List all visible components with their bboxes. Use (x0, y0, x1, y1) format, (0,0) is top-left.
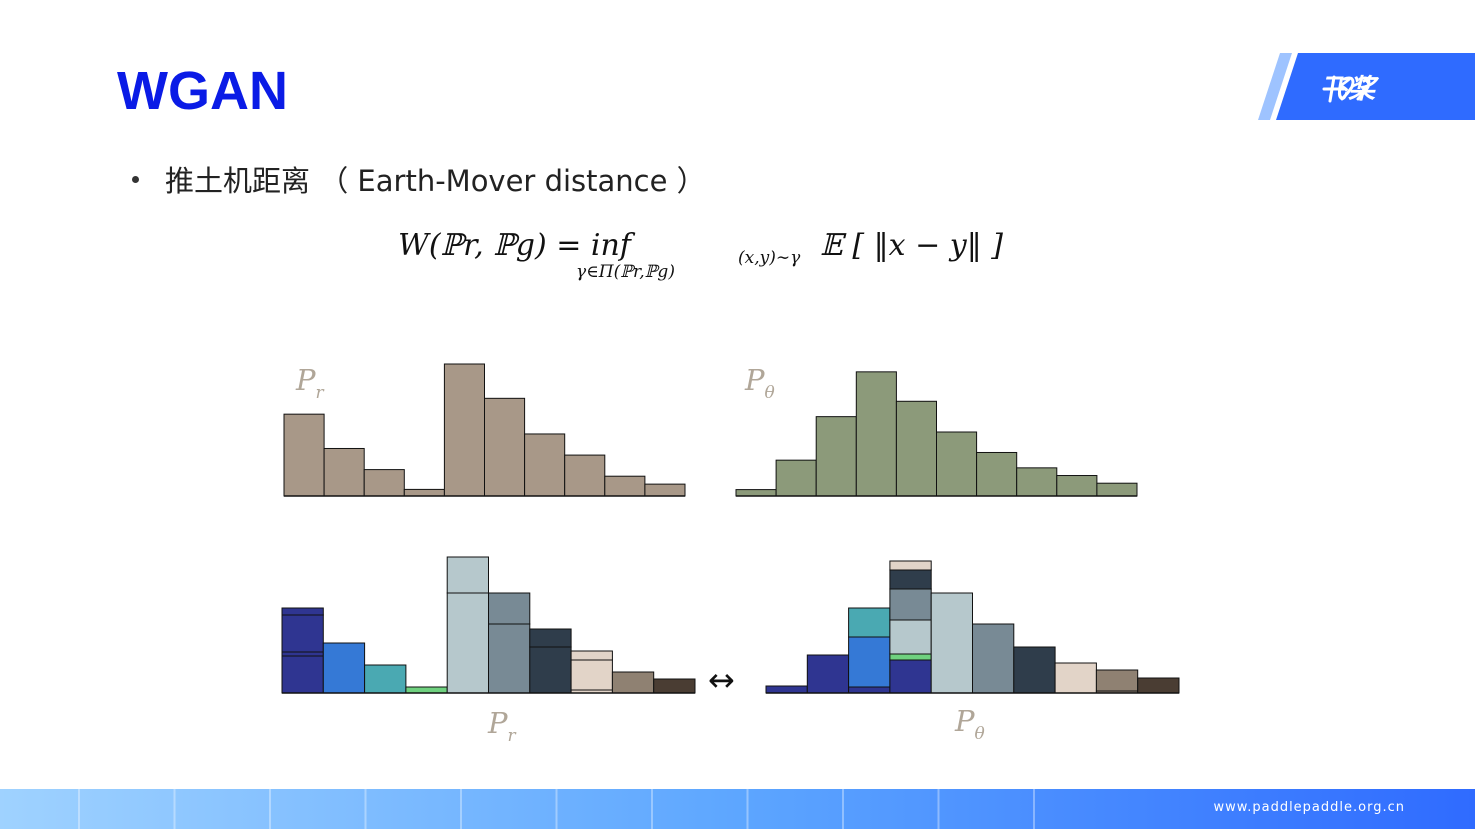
bullet-item: 推土机距离 （ Earth-Mover distance ） (132, 158, 706, 200)
pr-transport-segment (446, 592, 490, 694)
transport-arrow-icon: ↔ (708, 661, 735, 699)
bottom-left-label: Pr (487, 706, 517, 746)
ptheta-bar (936, 431, 978, 497)
ptheta-bar (1016, 467, 1058, 497)
footer-separator (746, 789, 749, 829)
ptheta-transport-segment (806, 654, 850, 694)
pr-bar (283, 413, 325, 497)
ptheta-bar (815, 416, 857, 497)
ptheta-transport-segment (1095, 669, 1139, 692)
pr-transport-segment (281, 607, 324, 616)
footer-separator (78, 789, 80, 829)
ptheta-bar (775, 459, 817, 497)
pr-transport-segment (281, 614, 324, 653)
top-left-label-sub: r (316, 383, 325, 403)
ptheta-bar (895, 400, 938, 497)
pr-bar (443, 363, 485, 497)
pr-transport-segment (570, 659, 613, 691)
pr-transport-segment (281, 655, 324, 694)
slide-title: WGAN (117, 61, 288, 121)
wasserstein-formula: W(ℙr, ℙg) = inf γ∈Π(ℙr,ℙg) 𝔼 [ ‖x − y‖ ]… (398, 226, 1003, 296)
ptheta-bar (976, 451, 1018, 497)
bottom-right-label: Pθ (954, 704, 985, 744)
ptheta-transport-segment (889, 560, 932, 571)
pr-bar (604, 475, 646, 497)
pr-transport-segment (405, 686, 448, 694)
formula-main: W(ℙr, ℙg) = inf (398, 228, 631, 263)
footer-bar (0, 789, 1475, 829)
formula-expectation: 𝔼 [ ‖x − y‖ ] (820, 228, 1003, 263)
footer-separator (651, 789, 653, 829)
logo: 飞桨 (1258, 53, 1475, 120)
footer-url: www.paddlepaddle.org.cn (1213, 800, 1405, 815)
footer-separator (555, 789, 558, 829)
ptheta-transport-segment (972, 623, 1015, 694)
formula-inf-subscript: γ∈Π(ℙr,ℙg) (576, 262, 675, 282)
ptheta-transport-segment (889, 569, 932, 590)
bullet-icon (132, 175, 139, 183)
pr-transport-segment (611, 671, 655, 694)
ptheta-bar (1096, 482, 1138, 497)
pr-transport-segment (364, 664, 407, 694)
pr-transport-segment (446, 556, 490, 594)
ptheta-transport-segment (848, 686, 891, 694)
ptheta-transport-segment (889, 619, 932, 655)
ptheta-transport-segment (1013, 646, 1056, 694)
bullet-text: 推土机距离 （ Earth-Mover distance ） (165, 164, 706, 198)
pr-bar (524, 433, 566, 497)
ptheta-bar (1056, 475, 1098, 497)
pr-transport-segment (281, 651, 324, 657)
ptheta-bar (855, 371, 897, 497)
pr-histogram (283, 363, 686, 497)
pr-transport-segment (488, 623, 531, 694)
pr-transport-segment (570, 650, 613, 661)
footer-separator (173, 789, 176, 829)
pr-transport-histogram (281, 556, 696, 694)
pr-transport-segment (529, 646, 572, 694)
pr-bar (403, 488, 445, 497)
top-right-label-sub: θ (765, 383, 775, 403)
logo-text: 飞桨 (1320, 74, 1376, 105)
pr-bar (564, 454, 606, 497)
footer-separator (1033, 789, 1035, 829)
pr-transport-segment (322, 642, 366, 694)
pr-transport-segment (529, 628, 572, 648)
ptheta-transport-segment (889, 659, 932, 694)
footer-separator (937, 789, 940, 829)
footer-separator (269, 789, 271, 829)
top-right-label: Pθ (744, 363, 775, 403)
ptheta-transport-segment (889, 653, 932, 661)
ptheta-transport-segment (1054, 662, 1097, 694)
ptheta-bar (735, 489, 777, 497)
ptheta-transport-segment (765, 685, 808, 694)
pr-bar (484, 397, 526, 497)
ptheta-transport-segment (889, 588, 932, 621)
pr-transport-segment (488, 592, 531, 625)
footer-separator (364, 789, 367, 829)
ptheta-transport-segment (1137, 677, 1180, 694)
pr-bar (323, 447, 365, 497)
ptheta-histogram (735, 371, 1138, 497)
pr-bar (363, 469, 405, 497)
ptheta-transport-histogram (765, 560, 1180, 694)
footer-separator (460, 789, 462, 829)
ptheta-transport-segment (848, 636, 891, 688)
ptheta-transport-segment (848, 607, 891, 638)
formula-expectation-subscript: (x,y)∼γ (738, 248, 801, 268)
paddle-logo-icon (1322, 75, 1371, 103)
bottom-left-label-sub: r (508, 726, 517, 746)
logo-background (1258, 53, 1475, 120)
ptheta-transport-segment (930, 592, 974, 694)
footer-separator (842, 789, 844, 829)
top-left-label: Pr (295, 363, 325, 403)
bottom-right-label-sub: θ (975, 724, 985, 744)
pr-transport-segment (653, 678, 696, 694)
pr-bar (644, 483, 686, 497)
